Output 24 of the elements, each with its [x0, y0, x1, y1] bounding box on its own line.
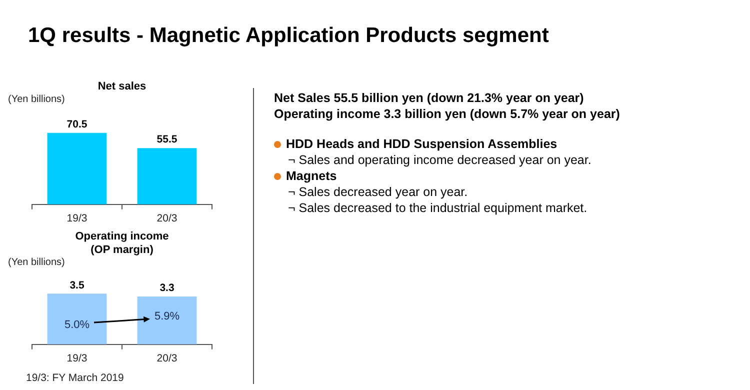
text: ¬ Sales decreased to the industrial equipment market.: [287, 200, 588, 216]
text: Operating income: [75, 230, 169, 243]
y-axis-title: (Yen billions): [8, 257, 65, 268]
text: Operating income 3.3 billion yen (down 5.7% year on year): [274, 106, 620, 122]
text: Net Sales 55.5 billion yen (down 21.3% year on year): [274, 90, 585, 106]
annotation: 5.9%: [154, 310, 180, 323]
text: 1Q results - Magnetic Application Products segment: [28, 24, 549, 48]
data-label: 3.3: [160, 282, 174, 294]
data-label: 3.5: [70, 279, 84, 292]
x-tick-label: 20/3: [156, 352, 178, 365]
text: HDD Heads and HDD Suspension Assemblies: [285, 136, 558, 152]
x-tick-label: 19/3: [66, 352, 88, 365]
chart-title: Net sales: [98, 80, 146, 93]
text: (OP margin): [90, 244, 154, 256]
x-tick-label: 20/3: [156, 212, 178, 225]
annotation: 5.0%: [64, 319, 90, 332]
data-label: 55.5: [156, 134, 178, 146]
text: 19/3: FY March 2019: [26, 372, 124, 384]
text: ¬ Sales decreased year on year.: [287, 184, 469, 200]
data-label: 70.5: [66, 118, 88, 130]
text: ¬ Sales and operating income decreased year on year.: [287, 152, 592, 168]
text: Magnets: [285, 168, 338, 184]
x-tick-label: 19/3: [66, 212, 88, 225]
y-axis-title: (Yen billions): [8, 94, 65, 105]
